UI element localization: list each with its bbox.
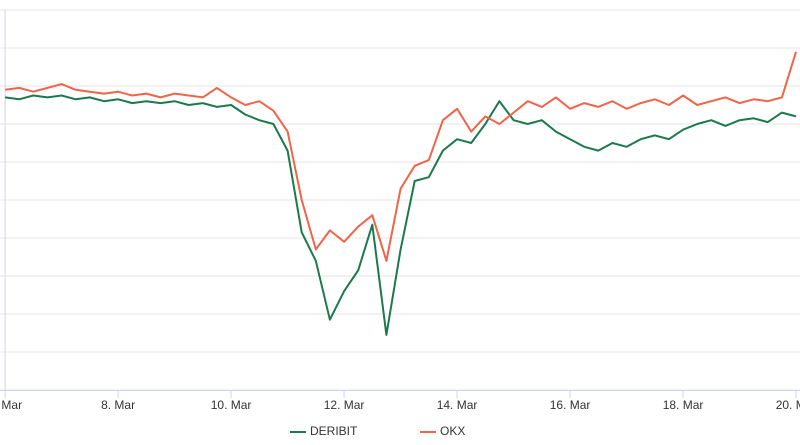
x-tick-label: 6. Mar xyxy=(0,398,22,412)
legend-label[interactable]: OKX xyxy=(440,424,465,438)
x-tick-label: 10. Mar xyxy=(211,398,252,412)
x-tick-label: 18. Mar xyxy=(663,398,704,412)
x-tick-label: 14. Mar xyxy=(437,398,478,412)
legend-label[interactable]: DERIBIT xyxy=(310,424,358,438)
x-tick-label: 16. Mar xyxy=(550,398,591,412)
x-tick-label: 8. Mar xyxy=(101,398,135,412)
series-line xyxy=(4,94,797,336)
series-line xyxy=(4,51,797,262)
x-tick-label: 12. Mar xyxy=(324,398,365,412)
x-tick-label: 20. Mar xyxy=(776,398,800,412)
